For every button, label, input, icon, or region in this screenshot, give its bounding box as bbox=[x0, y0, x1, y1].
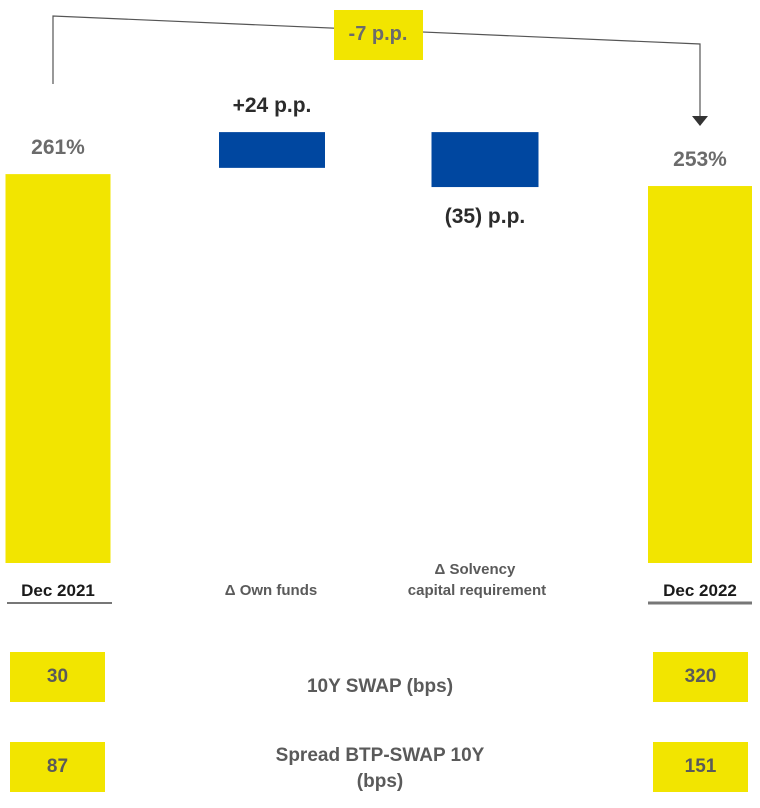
chart-bars bbox=[5, 132, 752, 564]
x-tick-label-dec2021: Dec 2021 bbox=[21, 581, 95, 600]
chart-value-labels: 261% +24 p.p. (35) p.p. 253% bbox=[31, 94, 727, 228]
spread-dec2021-value: 87 bbox=[10, 742, 105, 792]
swap-row-label: 10Y SWAP (bps) bbox=[306, 676, 454, 697]
bar-dec2022 bbox=[648, 186, 752, 563]
bar-own-funds bbox=[219, 132, 325, 168]
bar-dec2021 bbox=[5, 174, 111, 564]
total-change-label: -7 p.p. bbox=[349, 23, 408, 45]
spread-row-label: Spread BTP-SWAP 10Y (bps) bbox=[275, 745, 485, 792]
swap-dec2021-value: 30 bbox=[10, 652, 105, 702]
waterfall-chart: -7 p.p. 261% +24 p.p. (35) p.p. 253% Dec 20… bbox=[5, 10, 752, 605]
x-tick-label-scr: Δ Solvency capital requirement bbox=[408, 561, 546, 599]
bar-scr bbox=[431, 132, 539, 188]
bracket-arrowhead-icon bbox=[692, 116, 708, 126]
x-tick-label-scr-line1: Δ Solvency bbox=[435, 561, 516, 578]
x-tick-label-scr-line2: capital requirement bbox=[408, 582, 546, 599]
x-tick-label-own-funds: Δ Own funds bbox=[225, 582, 317, 599]
bar-own-funds-value-label: +24 p.p. bbox=[233, 94, 312, 117]
total-change-bracket: -7 p.p. bbox=[52, 10, 708, 126]
bar-scr-value-label: (35) p.p. bbox=[445, 205, 526, 228]
swap-dec2022-value: 320 bbox=[653, 652, 748, 702]
x-axis: Dec 2021 Δ Own funds Δ Solvency capital … bbox=[7, 561, 752, 605]
spread-dec2022-value: 151 bbox=[653, 742, 748, 792]
bar-dec2022-value-label: 253% bbox=[673, 148, 727, 171]
bar-dec2021-value-label: 261% bbox=[31, 136, 85, 159]
total-change-badge bbox=[334, 10, 423, 60]
x-tick-label-dec2022: Dec 2022 bbox=[663, 581, 737, 600]
